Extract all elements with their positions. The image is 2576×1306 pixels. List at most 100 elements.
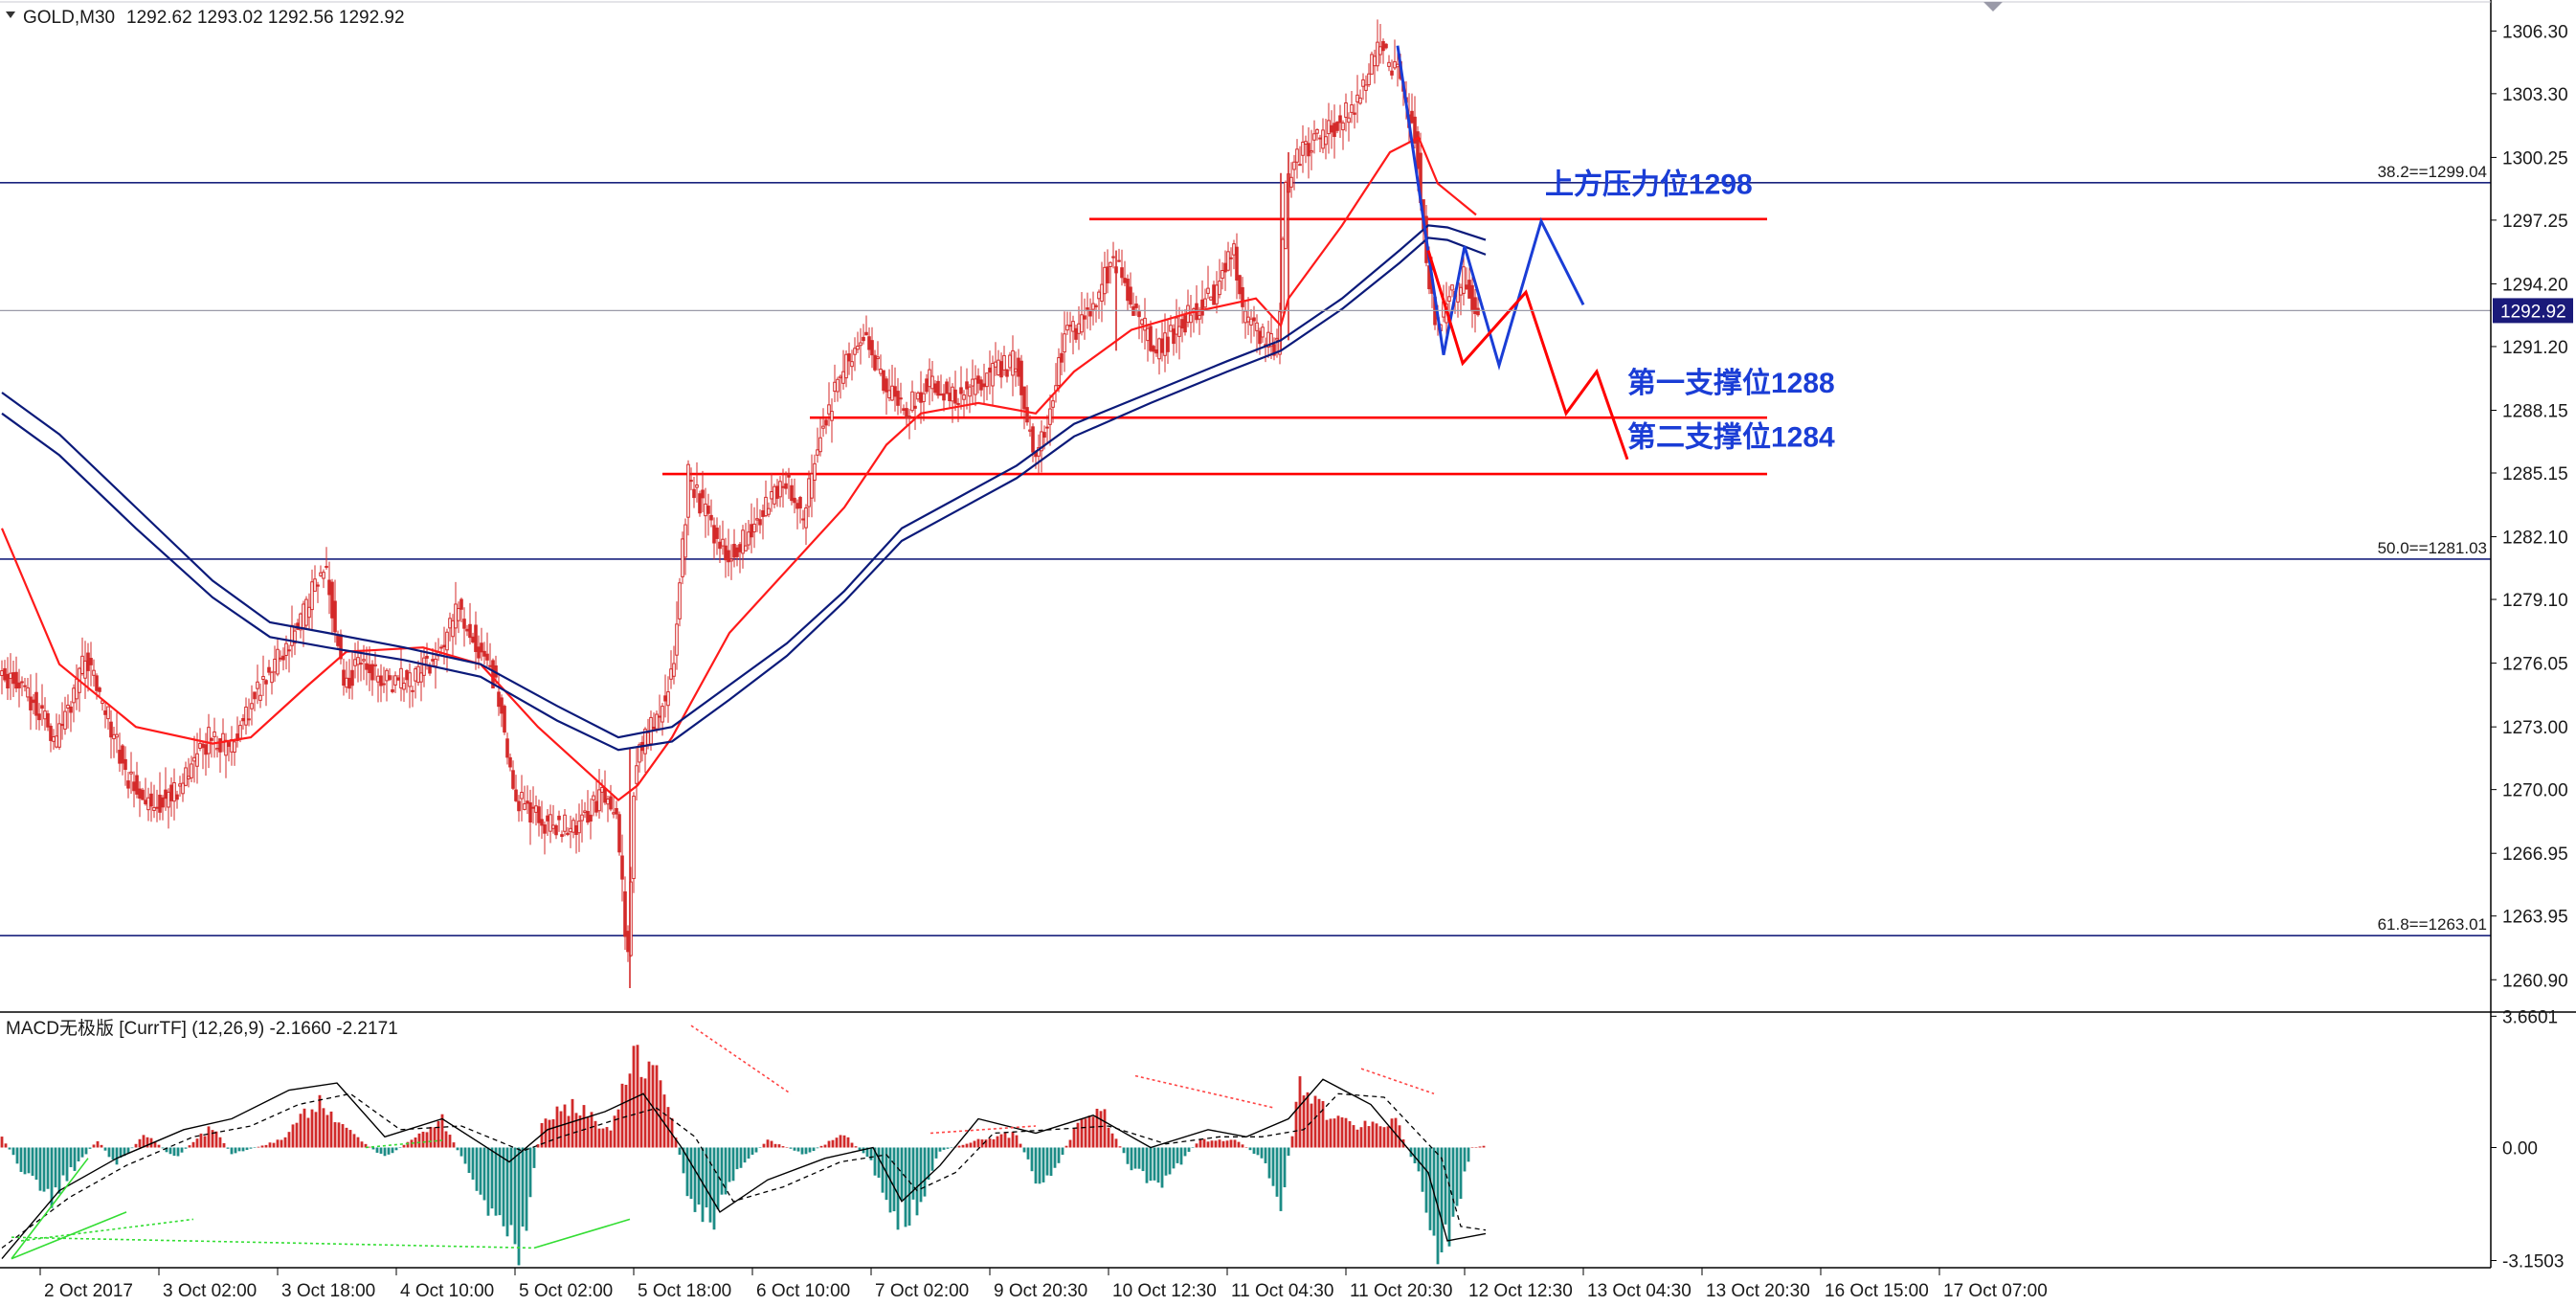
macd-tick-label: 0.00 [2502,1138,2538,1159]
macd-bar [234,1147,237,1154]
macd-bar [383,1147,387,1157]
candle [683,518,687,575]
candle [744,523,748,552]
candle [129,752,133,795]
candle [267,660,271,676]
candle [1189,295,1193,338]
macd-bar [77,1147,80,1161]
macd-bar [1122,1147,1126,1154]
macd-bar [525,1147,528,1231]
macd-bar [444,1131,448,1148]
macd-bar [73,1147,77,1171]
macd-bar [594,1120,597,1148]
macd-bar [1061,1147,1064,1156]
candle [549,804,552,844]
price-panel: 38.2==1299.0450.0==1281.0361.8==1263.01 … [0,19,2491,988]
candle [161,795,165,821]
candle [1134,295,1138,316]
macd-bar [904,1147,907,1227]
candle [350,652,354,700]
macd-bar [80,1147,84,1158]
candle [1065,311,1069,335]
macd-bar [490,1147,494,1209]
macd-bar [165,1147,168,1153]
candle [1152,344,1155,364]
macd-bar [375,1147,379,1153]
macd-signal-lines [1,1078,1487,1260]
macd-bar [739,1147,743,1168]
candle [747,520,750,551]
candle [6,657,10,701]
candle [40,684,44,727]
time-tick-label: 12 Oct 12:30 [1468,1281,1573,1301]
candle [356,641,360,683]
candle [566,826,570,837]
candle [695,462,699,503]
macd-bar [682,1147,685,1174]
macd-bar [371,1147,375,1150]
macd-bar [211,1130,214,1148]
macd-bar [1336,1115,1340,1148]
macd-bar [980,1139,984,1148]
candle [635,746,638,800]
candle [457,601,460,634]
candle [793,478,796,514]
macd-bar [486,1147,490,1216]
macd-bar [689,1147,693,1200]
time-tick-label: 13 Oct 04:30 [1587,1281,1691,1301]
candle [503,704,506,735]
macd-bar [674,1137,678,1148]
macd-bar [1459,1147,1463,1200]
candle [1074,324,1078,344]
candle [862,324,865,345]
shift-marker-icon[interactable] [1983,2,2003,11]
macd-bar [1424,1147,1428,1213]
candle [258,683,262,709]
macd-bar [942,1147,946,1150]
macd-bar [1038,1147,1042,1184]
price-tick-label: 1291.20 [2502,338,2568,358]
price-tick-label: 1273.00 [2502,718,2568,738]
macd-bar [613,1115,616,1148]
macd-bar [1440,1147,1444,1252]
macd-bar [1271,1147,1275,1186]
candle [666,676,670,723]
macd-bar [310,1109,314,1148]
macd-bar [678,1147,682,1155]
candle [508,754,512,772]
level-annotations: 上方压力位1298 第一支撑位1288 第二支撑位1284 [1545,169,1835,454]
candle [1281,236,1285,314]
candle [1206,265,1210,300]
candle [942,384,946,412]
candle [790,478,794,506]
candle [172,768,176,821]
macd-bar [387,1147,391,1155]
macd-bar [586,1116,590,1148]
candle [617,811,621,856]
macd-bar [61,1147,65,1176]
candle [379,664,383,703]
macd-bar [724,1147,728,1195]
candle [681,531,684,585]
candle [543,821,547,855]
macd-bar [705,1147,708,1208]
macd-bar [1482,1145,1486,1148]
macd-bar [1310,1103,1313,1148]
candle [439,644,443,656]
candle [1218,259,1221,299]
macd-bar [406,1141,410,1148]
macd-bar [502,1147,505,1227]
macd-bar [816,1147,819,1149]
candle [758,509,762,534]
candle [692,477,696,508]
collapse-triangle-icon[interactable] [6,11,15,18]
candle [526,785,529,815]
macd-bar [1386,1126,1390,1148]
macd-bar [1317,1098,1321,1148]
macd-bar [1011,1132,1015,1148]
time-tick-label: 2 Oct 2017 [44,1281,133,1301]
macd-bar [567,1115,571,1148]
price-tick-label: 1260.90 [2502,971,2568,991]
macd-bar [923,1147,927,1197]
candle [1344,93,1348,132]
